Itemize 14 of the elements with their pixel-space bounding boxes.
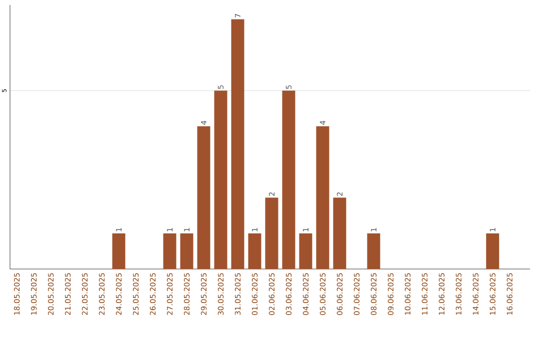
bar <box>248 233 262 269</box>
bar <box>265 198 278 269</box>
bar <box>333 198 346 269</box>
bar <box>180 233 194 269</box>
bar <box>282 90 296 269</box>
bar <box>112 233 126 269</box>
bar <box>367 233 380 269</box>
bar <box>214 90 228 269</box>
bar <box>299 233 312 269</box>
bar <box>486 233 500 269</box>
bar <box>197 126 210 269</box>
bar <box>316 126 330 269</box>
bar <box>231 19 244 269</box>
bar <box>163 233 176 269</box>
